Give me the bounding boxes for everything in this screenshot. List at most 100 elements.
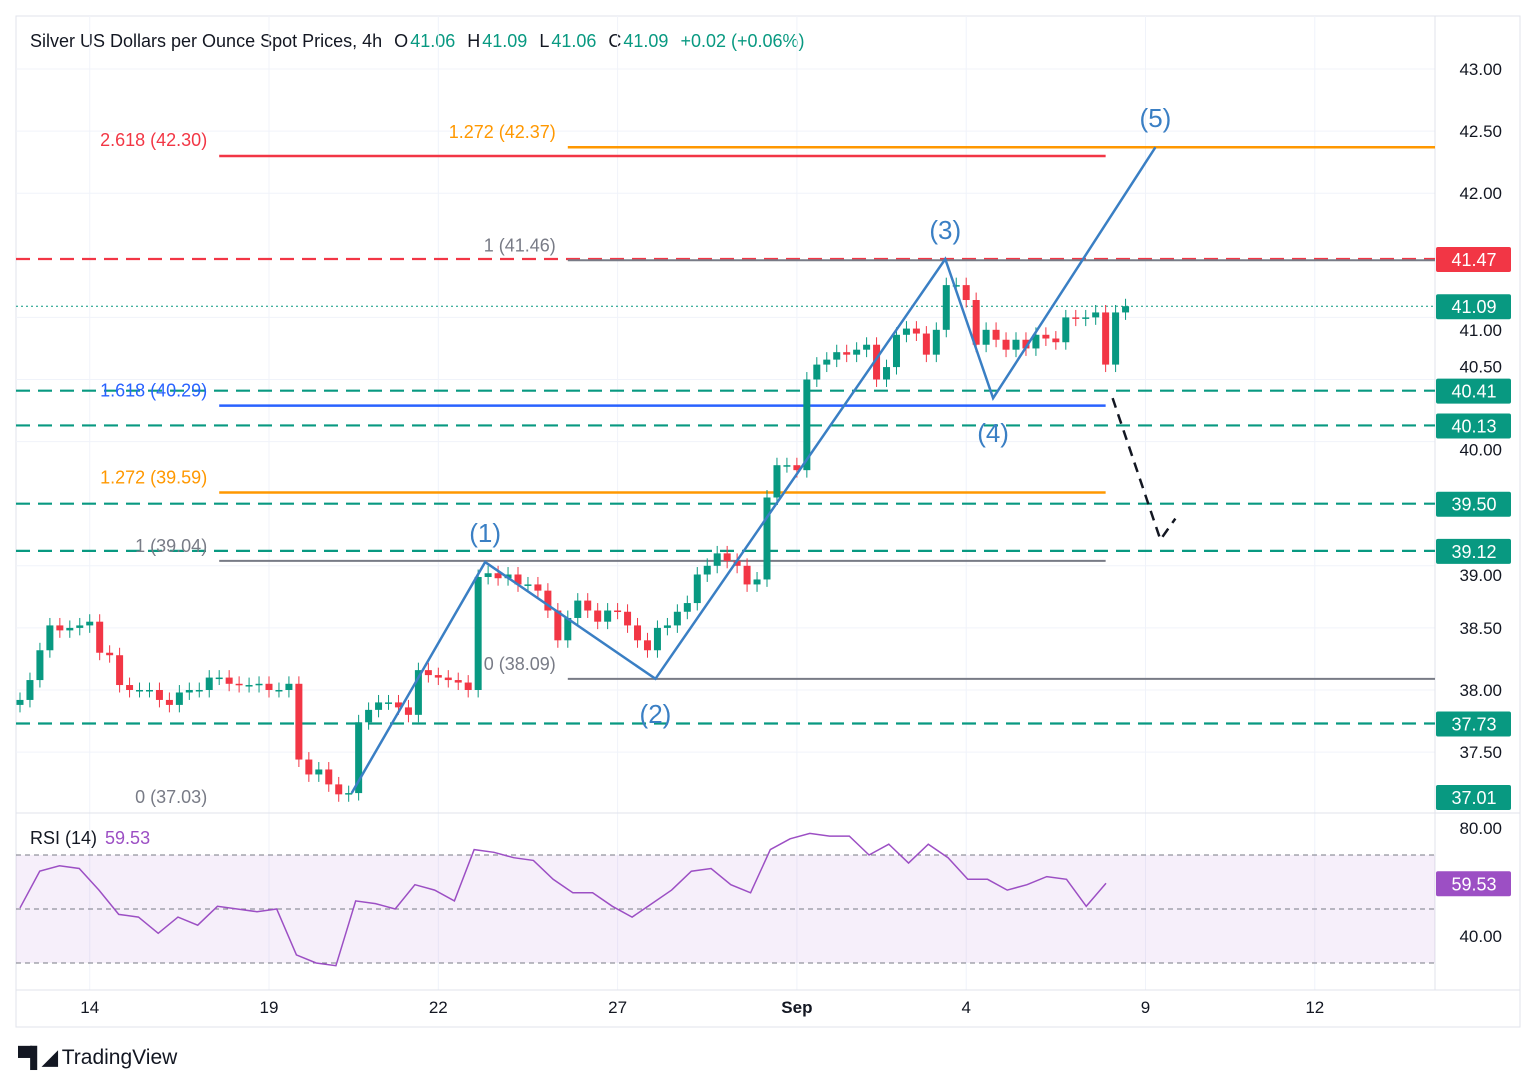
candle-body bbox=[922, 333, 930, 355]
candle-body bbox=[1052, 338, 1060, 343]
candle-body bbox=[524, 584, 532, 586]
candle-body bbox=[952, 285, 960, 287]
candle-body bbox=[335, 784, 343, 795]
candle bbox=[315, 762, 323, 782]
candle bbox=[474, 569, 482, 698]
candle bbox=[544, 583, 552, 618]
candle-body bbox=[1022, 339, 1030, 349]
candle-body bbox=[773, 465, 781, 498]
candle bbox=[713, 545, 721, 574]
candle-body bbox=[614, 610, 622, 613]
candle-body bbox=[843, 352, 851, 355]
candle-body bbox=[355, 722, 363, 794]
candle bbox=[892, 327, 900, 375]
rsi-legend: RSI (14) 59.53 bbox=[30, 828, 150, 849]
candle bbox=[66, 620, 74, 638]
price-badge-label: 40.13 bbox=[1451, 416, 1496, 436]
candle-body bbox=[86, 621, 94, 626]
candle-body bbox=[564, 617, 572, 641]
candle-body bbox=[643, 640, 651, 651]
candle bbox=[733, 553, 741, 574]
candle-body bbox=[544, 590, 552, 611]
candle bbox=[345, 785, 353, 802]
candle-body bbox=[1102, 312, 1110, 365]
fib-label: 2.618 (42.30) bbox=[100, 130, 207, 150]
candle-body bbox=[972, 300, 980, 345]
rsi-value: 59.53 bbox=[105, 828, 151, 848]
candle bbox=[653, 620, 661, 658]
elliott-wave-label: (5) bbox=[1140, 103, 1172, 133]
candle bbox=[534, 576, 542, 599]
candle-body bbox=[404, 707, 412, 715]
time-tick-label: 14 bbox=[80, 998, 99, 1017]
price-badge bbox=[1436, 378, 1511, 404]
rsi-tick-label: 80.00 bbox=[1459, 819, 1502, 838]
candle bbox=[454, 672, 462, 690]
candle-body bbox=[873, 344, 881, 380]
close-label: C bbox=[608, 31, 622, 51]
candle bbox=[1012, 332, 1020, 358]
candle-body bbox=[245, 685, 253, 687]
candle bbox=[285, 676, 293, 698]
candle-body bbox=[454, 680, 462, 683]
candle bbox=[624, 604, 632, 633]
candle-body bbox=[982, 329, 990, 345]
candle-body bbox=[723, 553, 731, 561]
candle bbox=[464, 675, 472, 698]
high-value: 41.09 bbox=[482, 31, 528, 51]
candle-body bbox=[673, 611, 681, 626]
candle bbox=[813, 357, 821, 387]
candle bbox=[225, 670, 233, 692]
price-tick-label: 39.00 bbox=[1459, 566, 1502, 585]
candle bbox=[136, 682, 144, 698]
candle-body bbox=[394, 702, 402, 708]
candle bbox=[1112, 304, 1120, 373]
tv-logo-icon: ▀▌◢ bbox=[18, 1047, 58, 1069]
tradingview-logo[interactable]: ▀▌◢ TradingView bbox=[18, 1045, 177, 1070]
candle bbox=[424, 662, 432, 683]
candle bbox=[992, 322, 1000, 348]
candle-body bbox=[584, 600, 592, 611]
candle bbox=[683, 595, 691, 620]
candle-body bbox=[912, 328, 920, 334]
candle bbox=[1022, 332, 1030, 356]
candle bbox=[86, 614, 94, 633]
chart-legend: Silver US Dollars per Ounce Spot Prices,… bbox=[30, 31, 807, 52]
candle-body bbox=[325, 769, 333, 785]
candle-body bbox=[604, 610, 612, 622]
candle-body bbox=[1032, 334, 1040, 349]
candle bbox=[265, 676, 273, 698]
candle bbox=[245, 677, 253, 693]
rsi-line bbox=[19, 832, 1107, 967]
candle-body bbox=[315, 769, 323, 775]
candle bbox=[76, 617, 84, 636]
candle-body bbox=[1012, 339, 1020, 350]
candle-body bbox=[1122, 306, 1130, 313]
candle-body bbox=[136, 690, 144, 692]
candle bbox=[763, 490, 771, 587]
time-tick-label: 27 bbox=[608, 998, 627, 1017]
candle bbox=[1092, 304, 1100, 325]
fib-label: 1.272 (42.37) bbox=[449, 122, 556, 142]
candle-body bbox=[763, 497, 771, 580]
candle-body bbox=[46, 625, 54, 651]
candle bbox=[723, 545, 731, 569]
candle-body bbox=[1002, 339, 1010, 350]
candle-body bbox=[235, 683, 243, 686]
candle bbox=[126, 677, 134, 698]
price-badge-label: 39.12 bbox=[1451, 542, 1496, 562]
price-tick-label: 41.00 bbox=[1459, 321, 1502, 340]
candle-body bbox=[76, 625, 84, 628]
candle bbox=[833, 344, 841, 368]
candle-body bbox=[853, 349, 861, 355]
candle-body bbox=[514, 574, 522, 585]
elliott-wave-label: (2) bbox=[640, 699, 672, 729]
candle bbox=[873, 337, 881, 387]
elliott-wave-line bbox=[350, 146, 1157, 794]
candle bbox=[215, 670, 223, 686]
change-value: +0.02 (+0.06%) bbox=[680, 31, 805, 51]
candle-body bbox=[275, 690, 283, 692]
candle-body bbox=[116, 655, 124, 686]
time-tick-label: 12 bbox=[1305, 998, 1324, 1017]
